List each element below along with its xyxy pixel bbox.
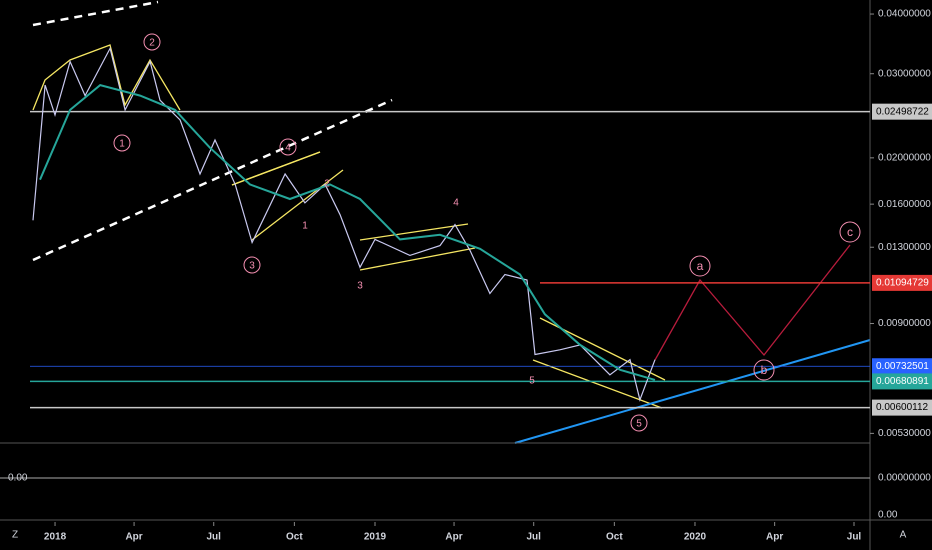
- drawings: [32, 0, 871, 444]
- price-label-box: [872, 274, 932, 291]
- projection-line: [654, 244, 851, 361]
- wave-label: c: [847, 225, 853, 239]
- x-tick-label: 2020: [684, 532, 707, 543]
- price-label-box: [872, 373, 932, 390]
- x-tick-label: Jul: [526, 532, 541, 543]
- wave-circle: [113, 134, 131, 152]
- price-line: [32, 46, 656, 402]
- price-label: 0.00600112: [876, 402, 929, 413]
- y-tick-label: 0.04000000: [878, 9, 931, 20]
- corner-label: Z: [12, 530, 18, 541]
- y-tick-label: 0.00530000: [878, 428, 931, 439]
- wave-label: 1: [302, 221, 308, 232]
- x-tick-label: Jul: [207, 532, 222, 543]
- wave-circle: [689, 255, 711, 277]
- x-tick-label: 2018: [44, 532, 67, 543]
- y-tick-label: 0.03000000: [878, 68, 931, 79]
- price-label: 0.01094729: [876, 278, 929, 289]
- y-tick-label: 0.01300000: [878, 242, 931, 253]
- price-label: 0.00732501: [876, 361, 929, 372]
- wave-label: b: [761, 363, 768, 377]
- wave-circle: [753, 359, 775, 381]
- price-label-box: [872, 399, 932, 416]
- trend-line: [514, 339, 871, 444]
- wave-label: 4: [453, 198, 459, 209]
- x-tick-label: Oct: [286, 532, 303, 543]
- price-label-box: [872, 103, 932, 120]
- price-label-box: [872, 358, 932, 375]
- price-label: 0.02498722: [876, 106, 929, 117]
- wave-circle: [630, 414, 648, 432]
- wave-circle: [243, 256, 261, 274]
- wave-line: [32, 44, 181, 111]
- corner-label: A: [900, 530, 907, 541]
- wave-circle: [279, 138, 297, 156]
- wave-label: 3: [357, 281, 363, 292]
- x-tick-label: Apr: [125, 532, 142, 543]
- wave-circle: [143, 33, 161, 51]
- x-tick-label: Jul: [847, 532, 862, 543]
- wave-label: a: [697, 259, 704, 273]
- wave-line: [251, 169, 344, 241]
- wave-line: [359, 247, 476, 271]
- price-line: [39, 84, 656, 381]
- x-tick-label: Oct: [606, 532, 623, 543]
- x-tick-label: Apr: [766, 532, 783, 543]
- wave-label: 2: [149, 38, 155, 49]
- wave-label: 2: [324, 179, 330, 190]
- wave-label: 3: [249, 261, 255, 272]
- channel-line: [32, 0, 159, 27]
- y-tick-label: 0.01600000: [878, 199, 931, 210]
- x-tick-label: Apr: [445, 532, 462, 543]
- wave-label: 4: [285, 143, 291, 154]
- wave-line: [532, 359, 663, 409]
- wave-line: [359, 223, 469, 241]
- wave-circle: [839, 221, 861, 243]
- indicator-label: 0.00: [8, 473, 28, 484]
- wave-label: 5: [636, 419, 642, 430]
- y-tick-label: 0.00900000: [878, 318, 931, 329]
- x-tick-label: 2019: [364, 532, 387, 543]
- y-tick-label: 0.02000000: [878, 152, 931, 163]
- price-label: 0.00680891: [876, 376, 929, 387]
- wave-label: 1: [119, 139, 125, 150]
- indicator-label: 0.00: [878, 510, 898, 521]
- wave-label: 5: [529, 376, 535, 387]
- channel-line: [32, 98, 393, 262]
- wave-line: [231, 151, 321, 186]
- indicator-label: 0.00000000: [878, 473, 931, 484]
